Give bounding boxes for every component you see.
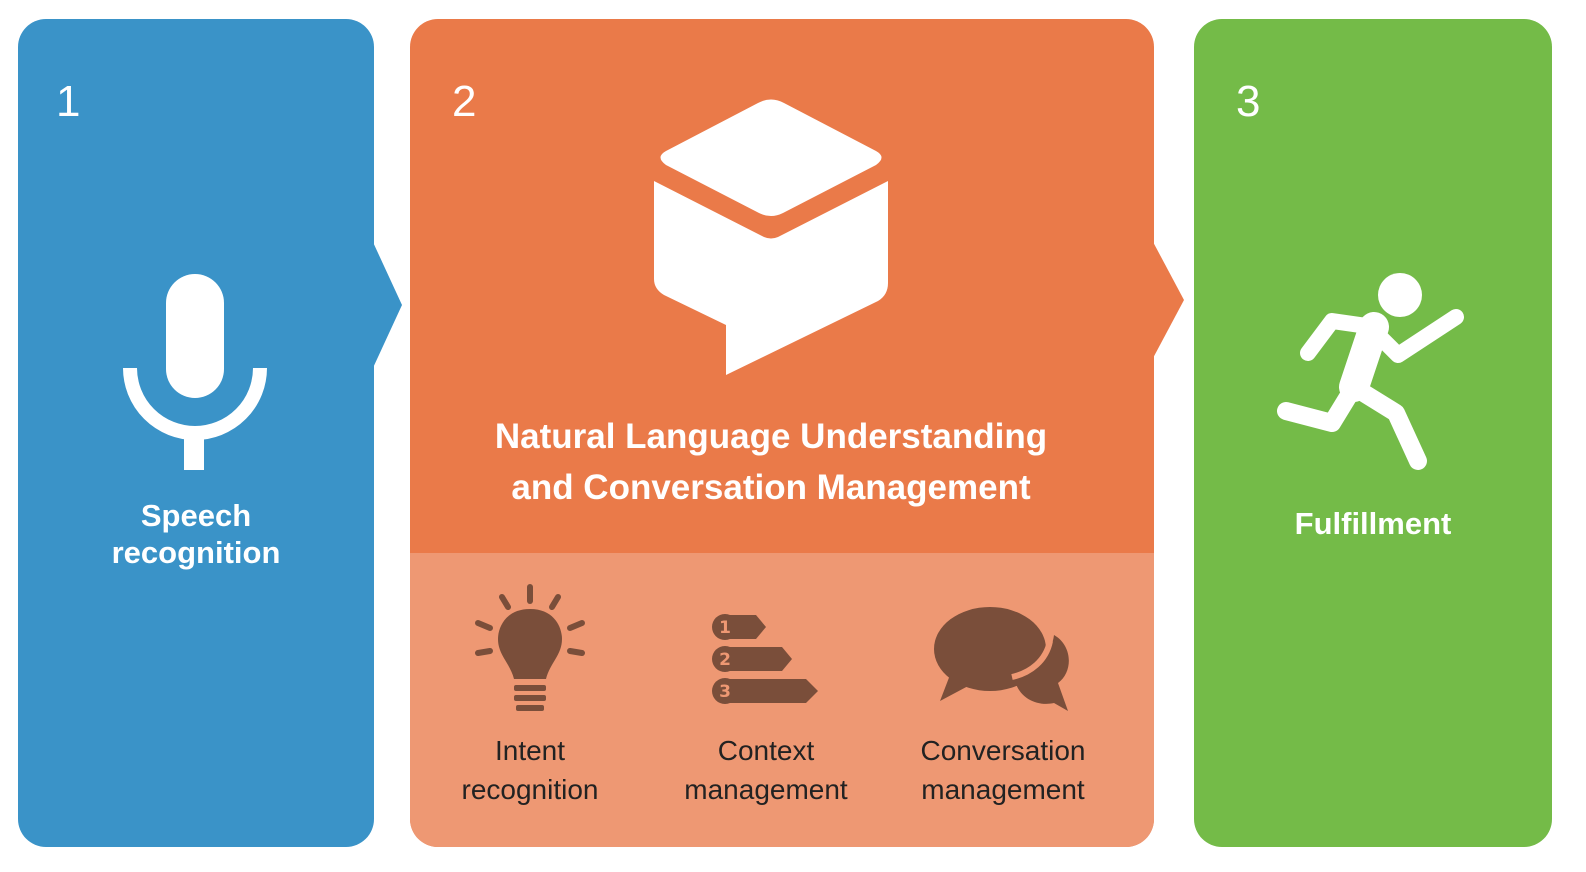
stage-title: Fulfillment [1194, 505, 1552, 542]
sub-label-line: Intent [494, 735, 566, 766]
arrow-stage2-to-stage3 [1152, 240, 1184, 360]
sub-label-line: management [921, 774, 1085, 806]
sub-component-label: Intent recognition [430, 731, 630, 809]
sub-label-line: recognition [461, 774, 599, 806]
stage-title-line: recognition [111, 535, 281, 571]
svg-text:2: 2 [719, 650, 731, 670]
stage-title-line: Natural Language Understanding [494, 417, 1048, 456]
stage-title: Natural Language Understanding and Conve… [410, 411, 1132, 514]
microphone-icon [123, 274, 267, 470]
stage-title-line: Fulfillment [1294, 506, 1452, 541]
stage-number: 3 [1236, 77, 1261, 126]
chat-cube-icon [654, 99, 888, 375]
svg-text:1: 1 [719, 618, 731, 638]
stage-number: 1 [56, 77, 81, 126]
sub-label-line: management [684, 774, 848, 806]
stage-title: Speech recognition [18, 497, 374, 571]
sub-component-label: Context management [656, 731, 876, 809]
speech-bubbles-icon [934, 607, 1069, 711]
stage-nlu-conversation-management: 2 Natural Language Understanding and Con… [410, 19, 1154, 847]
sub-label-line: Context [717, 735, 815, 766]
stage-title-line: and Conversation Management [511, 468, 1031, 508]
stage-title-line: Speech [140, 498, 252, 533]
sub-label-line: Conversation [920, 735, 1086, 766]
running-person-icon [1277, 273, 1464, 470]
stage-number: 2 [452, 77, 477, 126]
numbered-list-icon: 1 2 3 [712, 614, 818, 704]
stage-fulfillment: 3 Fulfillment [1194, 19, 1552, 847]
arrow-stage1-to-stage2 [372, 240, 402, 370]
svg-text:3: 3 [719, 682, 731, 702]
stage-speech-recognition: 1 Speech recognition [18, 19, 374, 847]
sub-component-label: Conversation management [892, 731, 1114, 809]
lightbulb-icon [475, 584, 585, 711]
